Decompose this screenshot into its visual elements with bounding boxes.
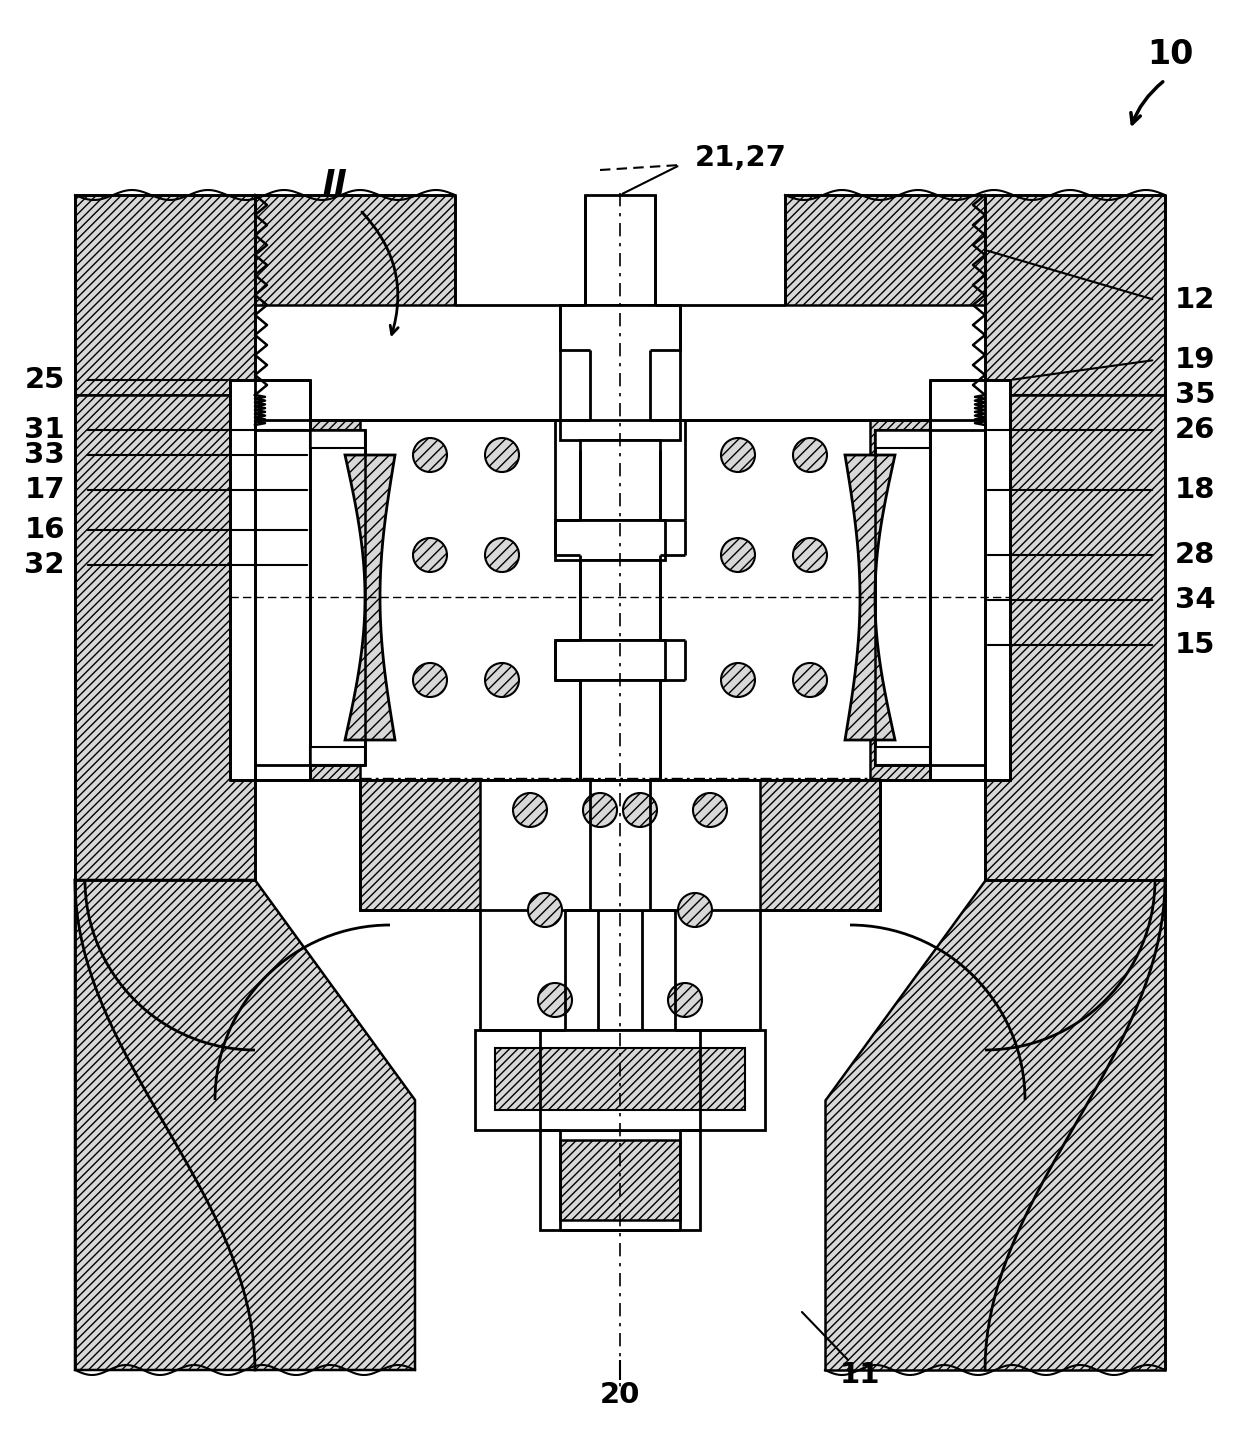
Circle shape xyxy=(583,793,618,827)
Text: 12: 12 xyxy=(1176,286,1215,313)
Circle shape xyxy=(678,892,712,927)
Bar xyxy=(585,195,655,305)
Circle shape xyxy=(794,663,827,697)
Circle shape xyxy=(720,438,755,472)
Polygon shape xyxy=(985,396,1166,879)
Bar xyxy=(229,380,310,780)
Bar xyxy=(585,1110,655,1139)
Bar xyxy=(560,305,680,349)
Bar xyxy=(590,780,650,910)
Bar xyxy=(875,430,930,448)
Bar xyxy=(580,680,660,780)
Text: II: II xyxy=(322,169,347,202)
Text: 11: 11 xyxy=(839,1362,880,1389)
Bar xyxy=(495,1048,745,1110)
Circle shape xyxy=(485,539,520,572)
Polygon shape xyxy=(74,396,255,879)
Text: 31: 31 xyxy=(25,416,64,443)
Circle shape xyxy=(794,539,827,572)
Bar xyxy=(875,430,930,765)
Text: 33: 33 xyxy=(25,440,64,469)
Bar xyxy=(875,747,930,765)
Bar xyxy=(556,640,665,680)
Bar xyxy=(590,349,650,440)
Bar xyxy=(930,380,1011,780)
Circle shape xyxy=(485,438,520,472)
Bar xyxy=(580,440,660,520)
Bar xyxy=(565,1030,675,1110)
Text: 32: 32 xyxy=(25,552,64,579)
Text: 19: 19 xyxy=(1176,347,1215,374)
Bar xyxy=(580,560,660,640)
Text: 18: 18 xyxy=(1176,477,1215,504)
Circle shape xyxy=(622,793,657,827)
Circle shape xyxy=(413,438,446,472)
Circle shape xyxy=(528,892,562,927)
Polygon shape xyxy=(985,195,1166,396)
Circle shape xyxy=(794,438,827,472)
Polygon shape xyxy=(785,195,985,305)
Polygon shape xyxy=(825,879,1166,1370)
Polygon shape xyxy=(345,455,396,739)
Bar xyxy=(360,780,480,910)
Circle shape xyxy=(693,793,727,827)
Circle shape xyxy=(413,539,446,572)
Polygon shape xyxy=(255,195,455,305)
Bar xyxy=(560,1139,680,1220)
Bar xyxy=(255,420,985,780)
Bar xyxy=(310,430,365,448)
Circle shape xyxy=(413,663,446,697)
Circle shape xyxy=(538,983,572,1017)
Bar xyxy=(255,420,360,780)
Bar xyxy=(539,1131,701,1230)
Polygon shape xyxy=(844,455,895,739)
Bar xyxy=(870,420,985,780)
Polygon shape xyxy=(560,1139,680,1220)
Text: 20: 20 xyxy=(600,1380,640,1409)
Bar xyxy=(598,910,642,1030)
Bar xyxy=(760,780,880,910)
Bar xyxy=(475,1030,765,1131)
Text: 34: 34 xyxy=(1176,586,1215,614)
Bar xyxy=(360,780,880,910)
Bar xyxy=(310,430,365,765)
Bar xyxy=(560,305,680,440)
Circle shape xyxy=(668,983,702,1017)
Text: 10: 10 xyxy=(1147,39,1193,72)
Polygon shape xyxy=(74,879,415,1370)
Bar xyxy=(575,1040,665,1100)
Text: 28: 28 xyxy=(1176,542,1215,569)
Text: 21,27: 21,27 xyxy=(694,144,787,172)
Polygon shape xyxy=(74,195,255,396)
Text: 17: 17 xyxy=(25,477,64,504)
Text: 26: 26 xyxy=(1176,416,1215,443)
Circle shape xyxy=(720,663,755,697)
Bar xyxy=(310,747,365,765)
Text: 16: 16 xyxy=(25,516,64,544)
Text: 35: 35 xyxy=(1176,381,1215,409)
Text: 25: 25 xyxy=(25,365,64,394)
Circle shape xyxy=(513,793,547,827)
Text: 15: 15 xyxy=(1176,631,1215,658)
Circle shape xyxy=(485,663,520,697)
Bar xyxy=(556,520,665,560)
Circle shape xyxy=(720,539,755,572)
